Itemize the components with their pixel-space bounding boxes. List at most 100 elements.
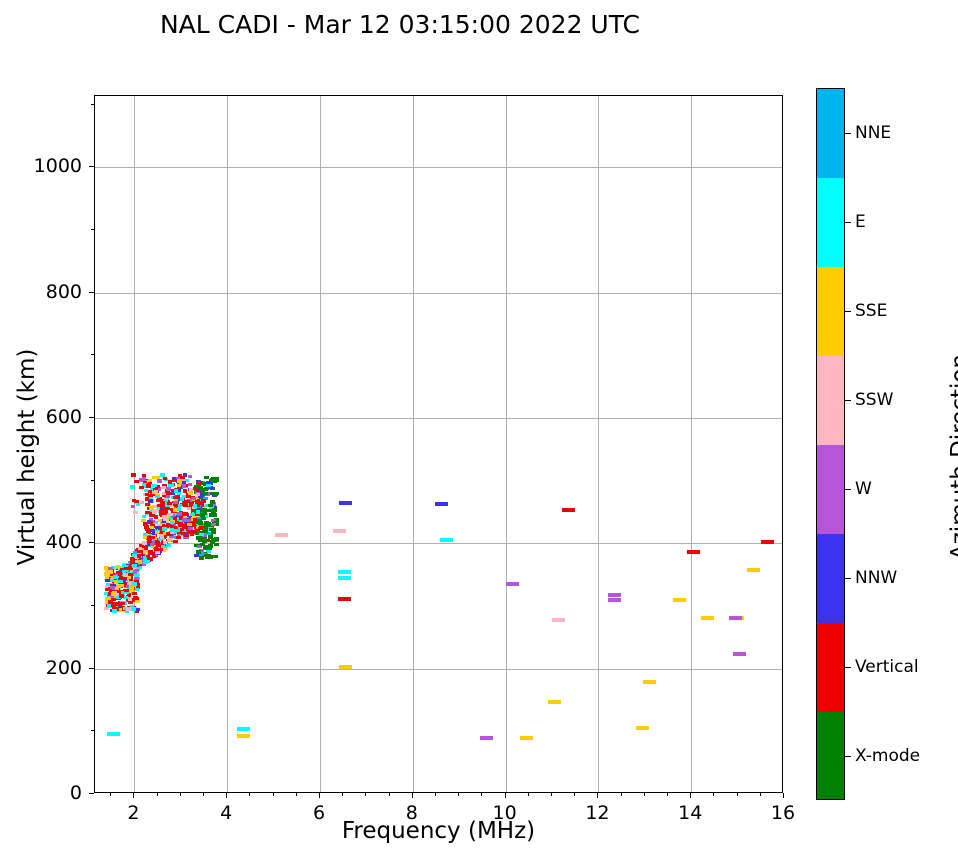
data-mark [142, 544, 147, 548]
data-mark [154, 530, 160, 534]
data-mark [177, 512, 182, 516]
data-mark [275, 533, 289, 538]
colorbar-label-sse: SSE [855, 300, 888, 321]
data-mark [176, 489, 181, 493]
colorbar-segment-w [817, 445, 844, 535]
data-mark [113, 581, 119, 585]
data-mark [163, 498, 169, 502]
colorbar-tick [845, 488, 851, 490]
data-mark [198, 556, 204, 560]
data-mark [199, 552, 205, 556]
data-mark [146, 484, 151, 488]
colorbar-label-ssw: SSW [855, 389, 894, 410]
colorbar-tick [845, 577, 851, 579]
data-mark [137, 547, 143, 551]
data-mark [159, 510, 164, 514]
data-mark [733, 651, 747, 656]
data-mark [166, 491, 171, 496]
x-tick-minor [110, 793, 112, 796]
x-tick-minor [574, 793, 576, 796]
data-mark [132, 553, 137, 558]
data-mark [114, 587, 120, 591]
data-mark [155, 525, 160, 530]
data-mark [168, 532, 174, 537]
data-mark [173, 539, 178, 544]
data-mark [167, 501, 172, 506]
data-mark [143, 484, 149, 489]
gridline-horizontal [95, 292, 782, 294]
data-mark [175, 476, 181, 481]
data-mark [122, 581, 127, 586]
data-mark [207, 504, 213, 508]
data-mark [181, 531, 186, 535]
data-mark [182, 499, 187, 504]
data-mark [201, 516, 207, 521]
data-mark [210, 500, 216, 504]
data-mark [196, 512, 202, 516]
data-mark [151, 554, 157, 559]
data-mark [191, 497, 196, 501]
data-mark [139, 485, 144, 490]
data-mark [155, 541, 160, 545]
data-mark [188, 491, 193, 495]
data-mark [105, 578, 110, 583]
data-mark [162, 534, 168, 539]
x-tick-minor [458, 793, 460, 796]
data-mark [151, 532, 157, 536]
data-mark [126, 595, 131, 599]
data-mark [148, 557, 153, 561]
gridline-horizontal [95, 418, 782, 420]
data-mark [143, 560, 148, 564]
data-mark [143, 546, 149, 550]
data-mark [157, 479, 162, 483]
data-mark [197, 486, 203, 490]
data-mark [133, 510, 138, 515]
data-mark [194, 553, 200, 558]
data-mark [131, 572, 136, 577]
data-mark [179, 527, 185, 532]
data-mark [184, 478, 189, 482]
data-mark [107, 586, 113, 590]
data-mark [195, 531, 201, 535]
data-mark [145, 555, 151, 559]
data-mark [192, 487, 198, 491]
y-tick [89, 166, 94, 168]
data-mark [154, 539, 160, 543]
data-mark [143, 522, 148, 526]
data-mark [195, 503, 201, 507]
data-mark [552, 617, 566, 622]
data-mark [166, 522, 171, 527]
x-tick-minor [481, 793, 483, 796]
data-mark [163, 531, 168, 535]
data-mark [136, 554, 142, 558]
data-mark [206, 532, 212, 536]
y-tick [89, 291, 94, 293]
data-mark [171, 522, 176, 527]
x-tick-minor [435, 793, 437, 796]
data-mark [129, 604, 135, 608]
y-tick [89, 793, 94, 794]
data-mark [176, 535, 181, 539]
data-mark [180, 502, 185, 507]
data-mark [160, 508, 166, 512]
data-mark [167, 483, 173, 488]
x-tick-label: 12 [585, 802, 610, 824]
gridline-vertical [320, 96, 322, 792]
x-tick [133, 793, 135, 798]
data-mark [150, 535, 155, 540]
data-mark [635, 726, 649, 731]
data-mark [170, 488, 176, 492]
data-mark [174, 520, 180, 524]
colorbar-segment-x-mode [817, 712, 844, 799]
data-mark [119, 583, 125, 588]
data-mark [118, 570, 124, 574]
x-tick [783, 793, 784, 798]
data-mark [195, 492, 201, 497]
data-mark [112, 572, 118, 577]
data-mark [163, 546, 168, 551]
data-mark [109, 608, 115, 613]
data-mark [176, 532, 182, 536]
data-mark [120, 567, 125, 571]
data-mark [189, 532, 195, 536]
data-mark [142, 541, 147, 545]
